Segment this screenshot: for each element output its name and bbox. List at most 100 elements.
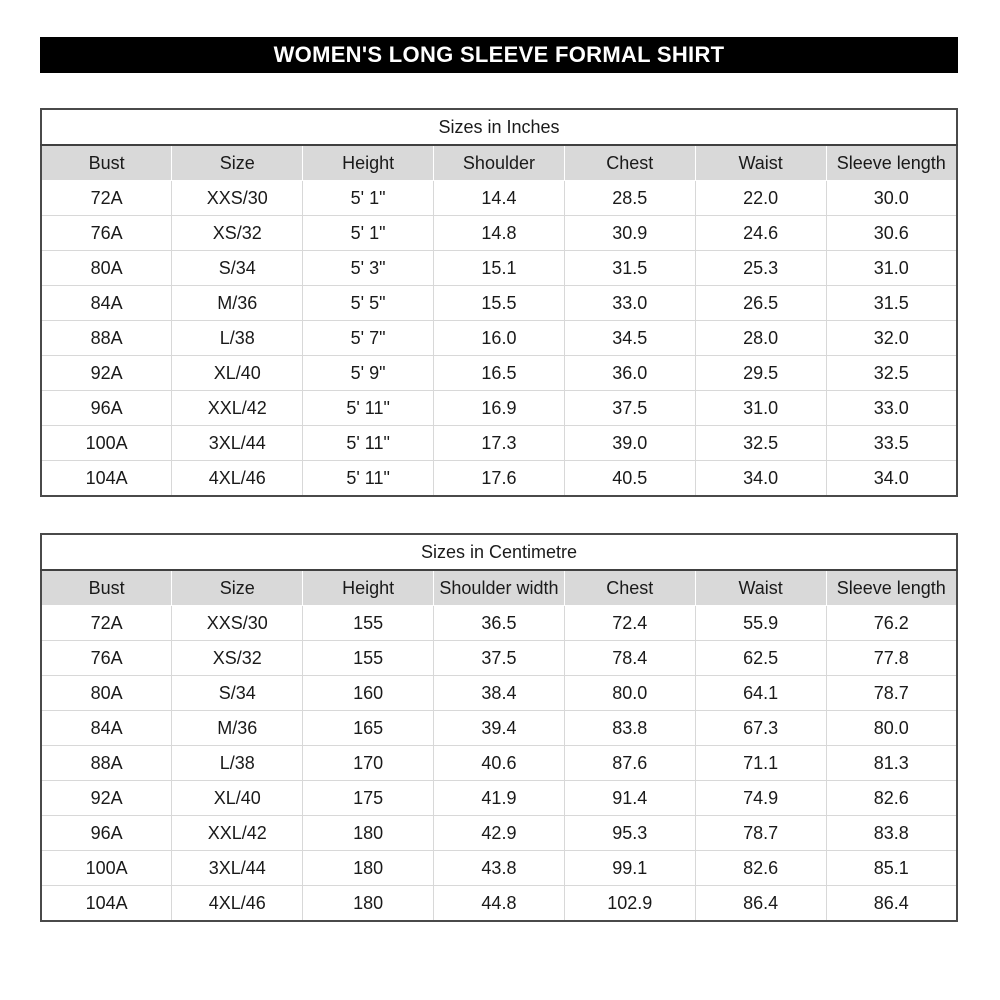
table-cell: 83.8 <box>825 815 958 851</box>
table-cell: 31.5 <box>563 250 696 286</box>
table-cell: 28.5 <box>563 180 696 216</box>
table-caption-row: Sizes in Centimetre <box>41 534 957 571</box>
table-cell: 5' 1" <box>302 215 435 251</box>
table-cell: 29.5 <box>694 355 827 391</box>
table-cell: 37.5 <box>433 640 565 676</box>
table-cell: L/38 <box>171 320 304 356</box>
table-cell: 84A <box>40 285 173 321</box>
table-row: 92A XL/40 175 41.9 91.4 74.9 82.6 <box>40 780 958 816</box>
table-cell: 180 <box>302 885 435 922</box>
table-cell: 76.2 <box>825 605 958 641</box>
table-cell: 34.5 <box>563 320 696 356</box>
table-cell: 170 <box>302 745 435 781</box>
table-header-row: Bust Size Height Shoulder Chest Waist Sleeve l… <box>40 144 958 181</box>
table-header-row: Bust Size Height Shoulder width Chest Waist Sl… <box>40 569 958 606</box>
table-cell: 100A <box>40 425 173 461</box>
column-header-bust: Bust <box>40 144 173 181</box>
table-cell: 5' 11" <box>302 425 435 461</box>
table-cell: 40.6 <box>433 745 565 781</box>
table-cell: XXS/30 <box>171 605 304 641</box>
table-cell: 32.5 <box>694 425 827 461</box>
table-cell: 14.4 <box>433 180 565 216</box>
table-cell: 67.3 <box>694 710 827 746</box>
table-cell: 39.4 <box>433 710 565 746</box>
table-cell: 92A <box>40 780 173 816</box>
table-cell: XXL/42 <box>171 390 304 426</box>
table-cell: 15.1 <box>433 250 565 286</box>
table-cell: 31.5 <box>825 285 958 321</box>
table-row: 72A XXS/30 155 36.5 72.4 55.9 76.2 <box>40 605 958 641</box>
table-cell: 71.1 <box>694 745 827 781</box>
table-row: 80A S/34 160 38.4 80.0 64.1 78.7 <box>40 675 958 711</box>
table-cell: 180 <box>302 850 435 886</box>
column-header-size: Size <box>171 569 304 606</box>
table-caption-row: Sizes in Inches <box>41 109 957 146</box>
table-row: 84A M/36 165 39.4 83.8 67.3 80.0 <box>40 710 958 746</box>
table-cell: 17.3 <box>433 425 565 461</box>
table-cell: 55.9 <box>694 605 827 641</box>
table-cell: 104A <box>40 885 173 922</box>
table-cell: 33.0 <box>825 390 958 426</box>
table-row: 92A XL/40 5' 9" 16.5 36.0 29.5 32.5 <box>40 355 958 391</box>
table-cell: 62.5 <box>694 640 827 676</box>
table-row: 76A XS/32 155 37.5 78.4 62.5 77.8 <box>40 640 958 676</box>
product-title: WOMEN'S LONG SLEEVE FORMAL SHIRT <box>273 42 725 67</box>
table-cell: 80.0 <box>563 675 696 711</box>
column-header-sleeve-length: Sleeve length <box>825 569 958 606</box>
table-cell: XXL/42 <box>171 815 304 851</box>
table-cell: 28.0 <box>694 320 827 356</box>
column-header-shoulder-width: Shoulder width <box>433 569 565 606</box>
product-title-banner: WOMEN'S LONG SLEEVE FORMAL SHIRT <box>40 37 958 73</box>
column-header-sleeve-length: Sleeve length <box>825 144 958 181</box>
table-cell: 86.4 <box>825 885 958 922</box>
table-cell: 31.0 <box>694 390 827 426</box>
table-cell: 180 <box>302 815 435 851</box>
table-cell: 88A <box>40 745 173 781</box>
table-cell: 40.5 <box>563 460 696 497</box>
table-cell: XS/32 <box>171 215 304 251</box>
table-cell: 5' 7" <box>302 320 435 356</box>
table-cell: 165 <box>302 710 435 746</box>
table-cell: 72A <box>40 605 173 641</box>
table-cell: 88A <box>40 320 173 356</box>
table-cell: 72.4 <box>563 605 696 641</box>
table-cell: 5' 9" <box>302 355 435 391</box>
table-cell: 34.0 <box>825 460 958 497</box>
table-cell: 33.5 <box>825 425 958 461</box>
table-cell: 36.0 <box>563 355 696 391</box>
table-cell: 100A <box>40 850 173 886</box>
table-row: 96A XXL/42 180 42.9 95.3 78.7 83.8 <box>40 815 958 851</box>
table-cell: 3XL/44 <box>171 850 304 886</box>
table-cell: 41.9 <box>433 780 565 816</box>
table-cell: 5' 3" <box>302 250 435 286</box>
sizes-in-centimetre-table: Sizes in Centimetre Bust Size Height Should… <box>40 533 958 922</box>
table-cell: M/36 <box>171 710 304 746</box>
table-cell: 80.0 <box>825 710 958 746</box>
table-row: 80A S/34 5' 3" 15.1 31.5 25.3 31.0 <box>40 250 958 286</box>
table-cell: 30.6 <box>825 215 958 251</box>
table-cell: 5' 1" <box>302 180 435 216</box>
table-cell: 32.5 <box>825 355 958 391</box>
table-cell: 33.0 <box>563 285 696 321</box>
column-header-shoulder: Shoulder <box>433 144 565 181</box>
table-cell: 5' 5" <box>302 285 435 321</box>
table-cell: S/34 <box>171 250 304 286</box>
table-cell: 64.1 <box>694 675 827 711</box>
table-row: 84A M/36 5' 5" 15.5 33.0 26.5 31.5 <box>40 285 958 321</box>
table-cell: 155 <box>302 605 435 641</box>
sizes-in-inches-table: Sizes in Inches Bust Size Height Shoulder Ch… <box>40 108 958 497</box>
table-cell: 86.4 <box>694 885 827 922</box>
table-row: 88A L/38 170 40.6 87.6 71.1 81.3 <box>40 745 958 781</box>
table-cell: 43.8 <box>433 850 565 886</box>
table-caption: Sizes in Inches <box>41 109 957 146</box>
table-cell: 77.8 <box>825 640 958 676</box>
column-header-chest: Chest <box>563 569 696 606</box>
table-cell: 81.3 <box>825 745 958 781</box>
table-cell: 42.9 <box>433 815 565 851</box>
column-header-waist: Waist <box>694 144 827 181</box>
table-cell: M/36 <box>171 285 304 321</box>
table-cell: 22.0 <box>694 180 827 216</box>
table-cell: 82.6 <box>825 780 958 816</box>
table-cell: 3XL/44 <box>171 425 304 461</box>
table-cell: 83.8 <box>563 710 696 746</box>
